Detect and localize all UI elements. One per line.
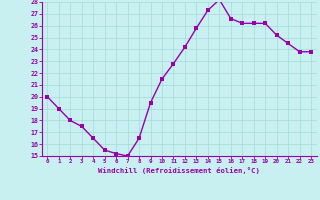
X-axis label: Windchill (Refroidissement éolien,°C): Windchill (Refroidissement éolien,°C) (98, 167, 260, 174)
